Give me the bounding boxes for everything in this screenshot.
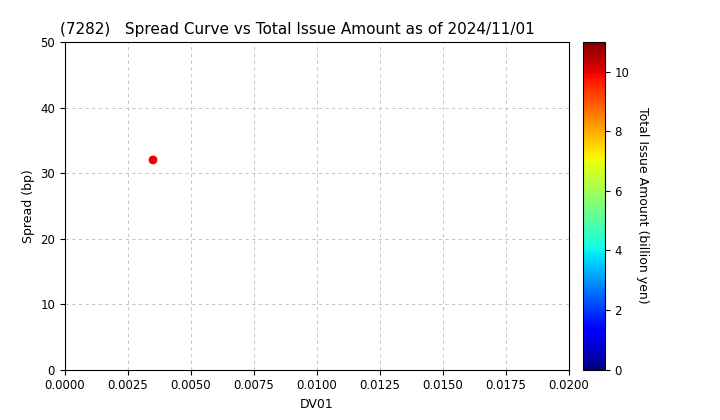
Y-axis label: Spread (bp): Spread (bp) bbox=[22, 169, 35, 243]
Text: (7282)   Spread Curve vs Total Issue Amount as of 2024/11/01: (7282) Spread Curve vs Total Issue Amoun… bbox=[60, 22, 534, 37]
X-axis label: DV01: DV01 bbox=[300, 398, 333, 411]
Y-axis label: Total Issue Amount (billion yen): Total Issue Amount (billion yen) bbox=[636, 108, 649, 304]
Point bbox=[147, 157, 158, 163]
